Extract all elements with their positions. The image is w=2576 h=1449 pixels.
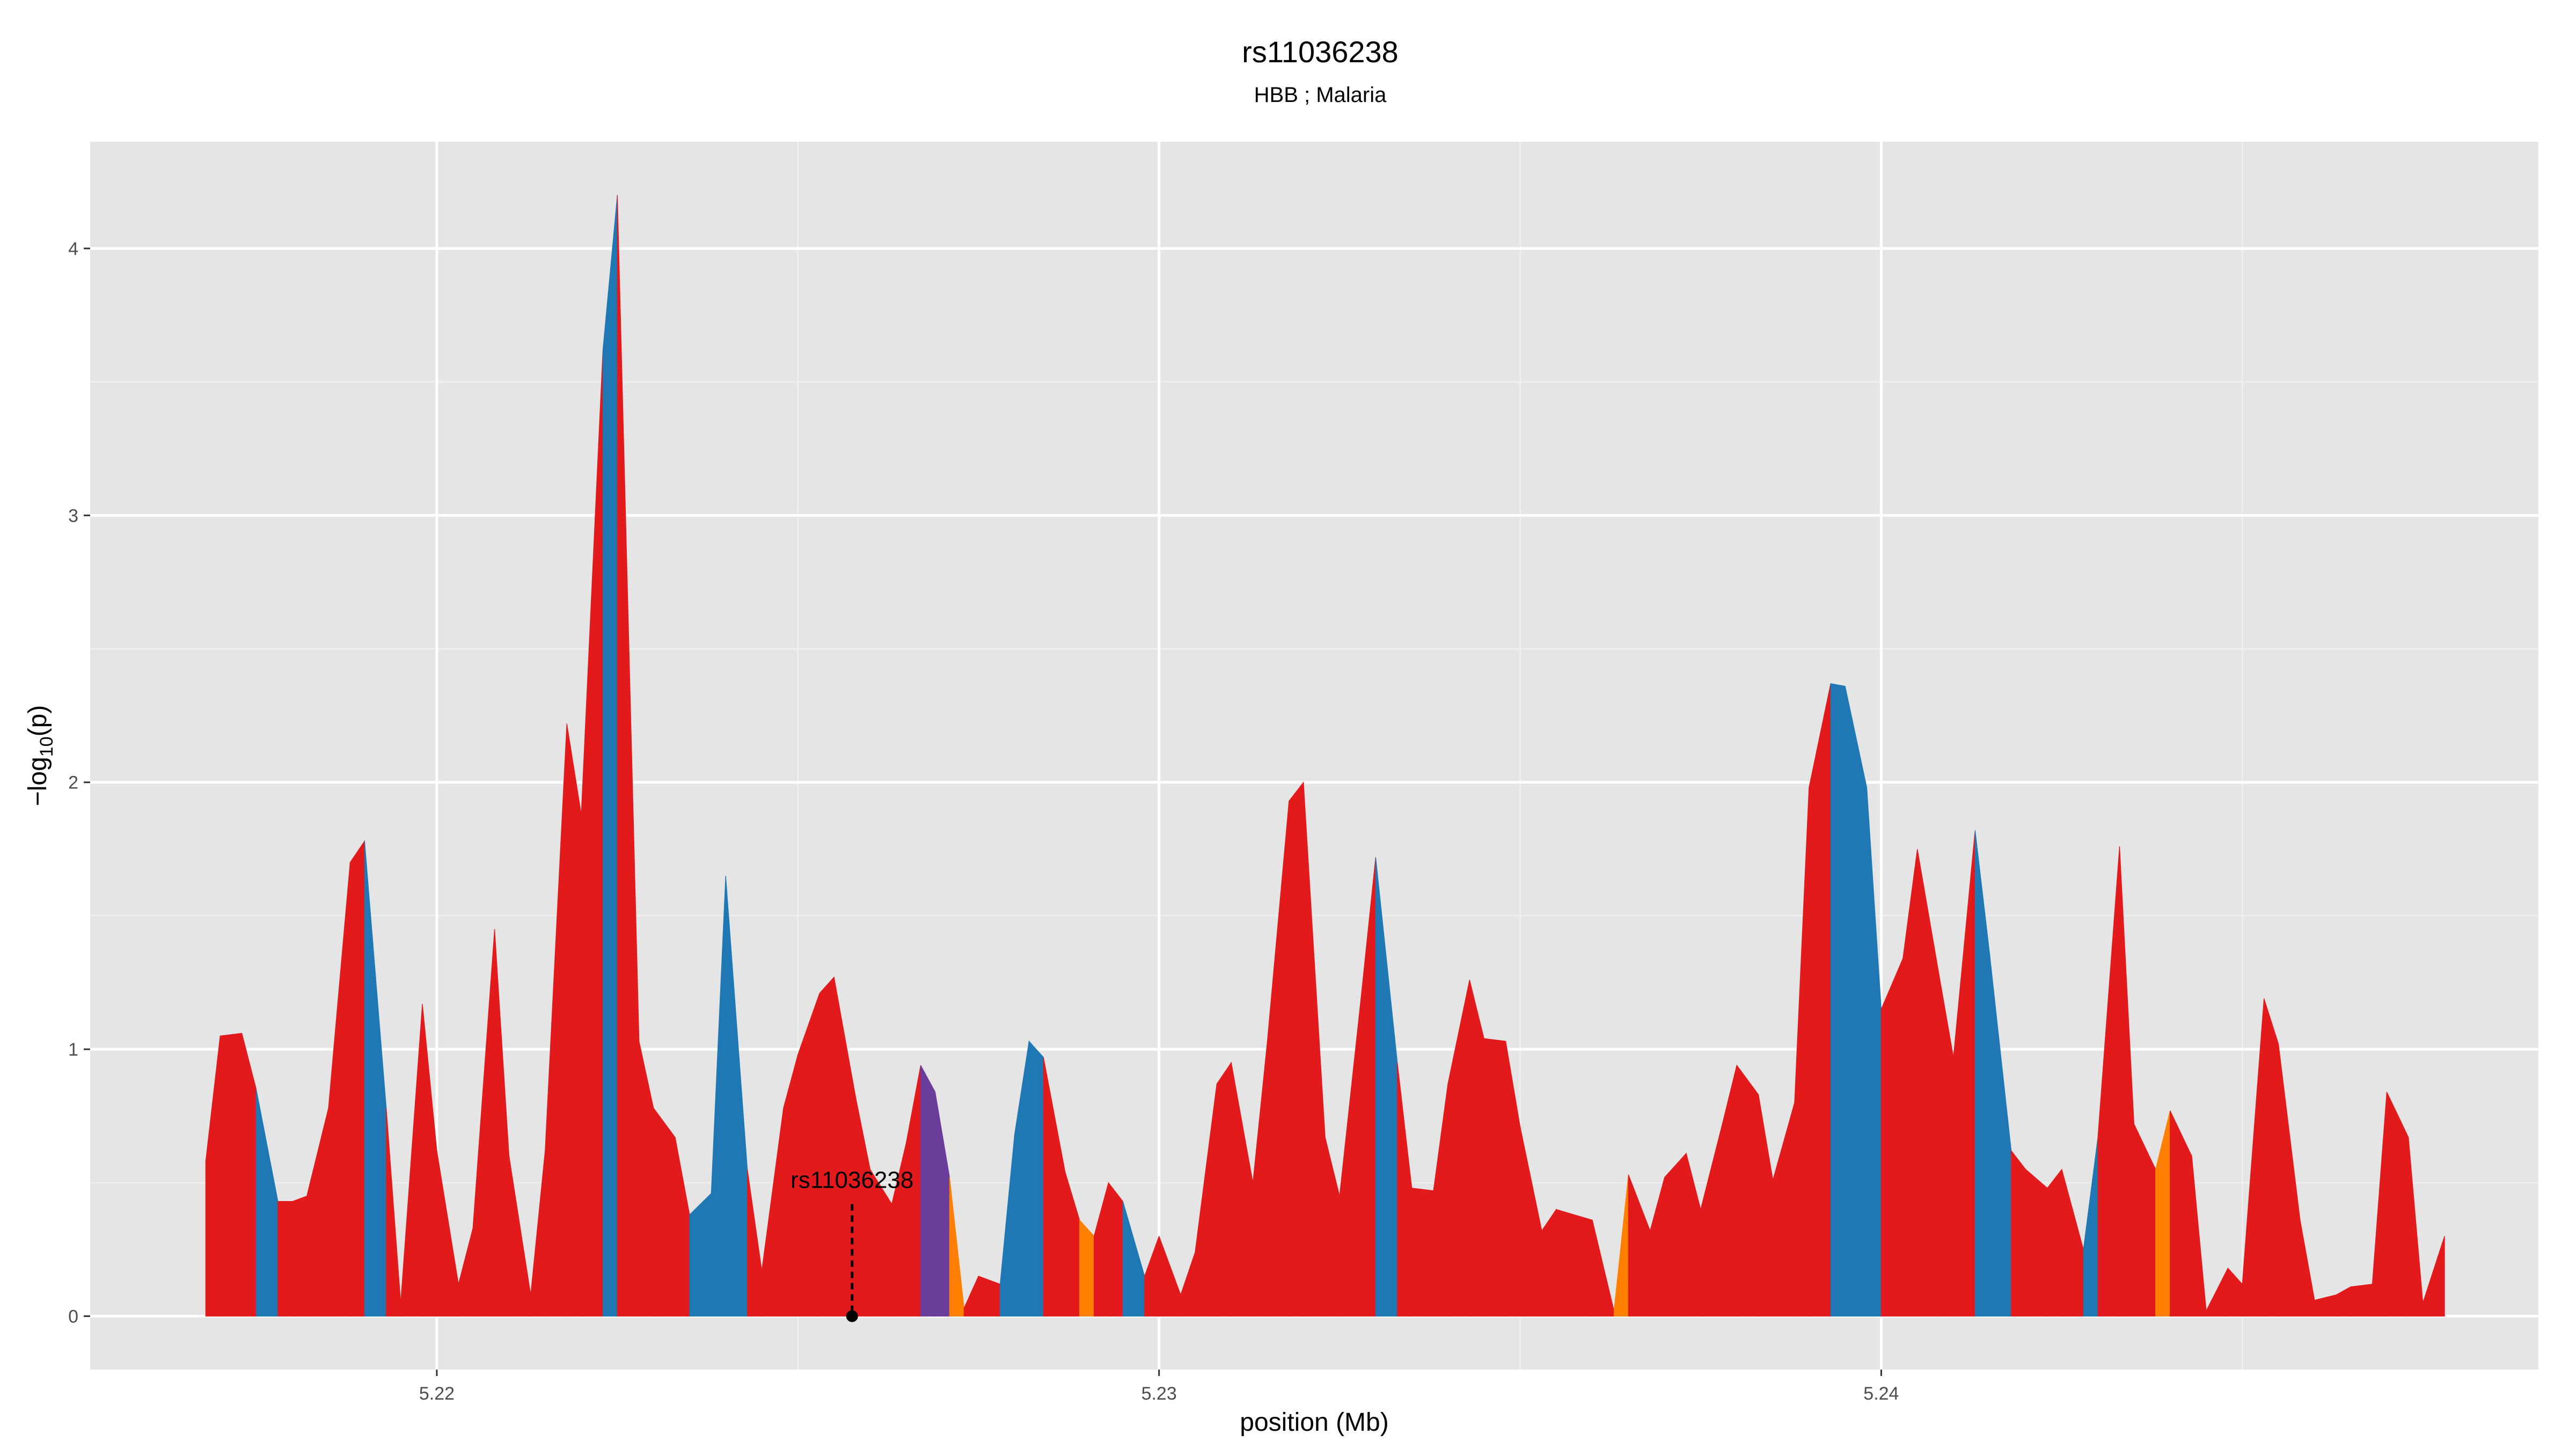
y-axis-title-subscript: 10 [36, 736, 57, 757]
area-segment-red [1469, 979, 1484, 1317]
association-area-series [205, 195, 2445, 1317]
area-segment-red [653, 1107, 676, 1317]
lead-snp-label: rs11036238 [791, 1167, 913, 1194]
area-segment-red [1880, 958, 1904, 1317]
y-axis: 0 1 2 3 4 [68, 239, 90, 1327]
area-segment-red [1664, 1152, 1687, 1317]
x-tick-label: 5.22 [419, 1384, 455, 1404]
y-tick-label: 1 [68, 1040, 78, 1060]
y-tick-label: 2 [68, 773, 78, 793]
chart-subtitle: HBB ; Malaria [1254, 83, 1387, 107]
y-axis-title-main: −log [24, 757, 52, 806]
area-segment-red [2264, 998, 2279, 1317]
area-segment-blue [1845, 686, 1868, 1317]
area-segment-red [566, 723, 582, 1317]
area-segment-red [277, 1201, 293, 1317]
area-segment-red [1108, 1182, 1123, 1317]
x-axis-title: position (Mb) [1240, 1408, 1388, 1437]
area-segment-red [349, 840, 365, 1317]
area-segment-blue [1028, 1040, 1044, 1317]
area-segment-red [1216, 1062, 1232, 1317]
area-segment-red [2047, 1168, 2062, 1317]
area-segment-red [1289, 781, 1304, 1317]
lead-snp-annotation: rs11036238 [791, 1167, 913, 1322]
area-segment-red [1736, 1064, 1759, 1317]
chart-title: rs11036238 [1242, 35, 1399, 69]
area-segment-purple [920, 1065, 936, 1317]
area-segment-orange [1079, 1219, 1095, 1317]
x-axis: 5.22 5.23 5.24 [419, 1370, 1899, 1404]
area-segment-red [1411, 1188, 1434, 1317]
x-tick-label: 5.24 [1863, 1384, 1899, 1404]
area-segment-red [2025, 1168, 2048, 1317]
area-segment-blue [1830, 683, 1846, 1317]
y-axis-title-tail: (p) [24, 705, 52, 737]
area-segment-red [292, 1195, 308, 1317]
area-segment-red [2350, 1284, 2373, 1317]
area-segment-blue [689, 1192, 712, 1317]
area-segment-red [219, 1033, 243, 1317]
y-tick-label: 0 [68, 1307, 78, 1327]
lead-snp-marker-point [846, 1310, 858, 1322]
area-segment-blue [602, 195, 618, 1317]
area-segment-red [1483, 1038, 1506, 1317]
area-segment-red [2423, 1236, 2445, 1317]
y-tick-label: 3 [68, 506, 78, 526]
y-tick-label: 4 [68, 239, 78, 259]
area-segment-red [1556, 1209, 1593, 1317]
area-segment-red [819, 976, 835, 1317]
y-axis-title: −log10(p) [24, 705, 57, 807]
area-segment-red [2011, 1150, 2026, 1317]
area-segment-red [1809, 683, 1831, 1317]
x-tick-label: 5.23 [1141, 1384, 1177, 1404]
